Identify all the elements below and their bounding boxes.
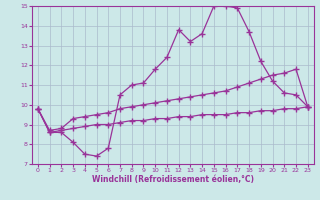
X-axis label: Windchill (Refroidissement éolien,°C): Windchill (Refroidissement éolien,°C) — [92, 175, 254, 184]
